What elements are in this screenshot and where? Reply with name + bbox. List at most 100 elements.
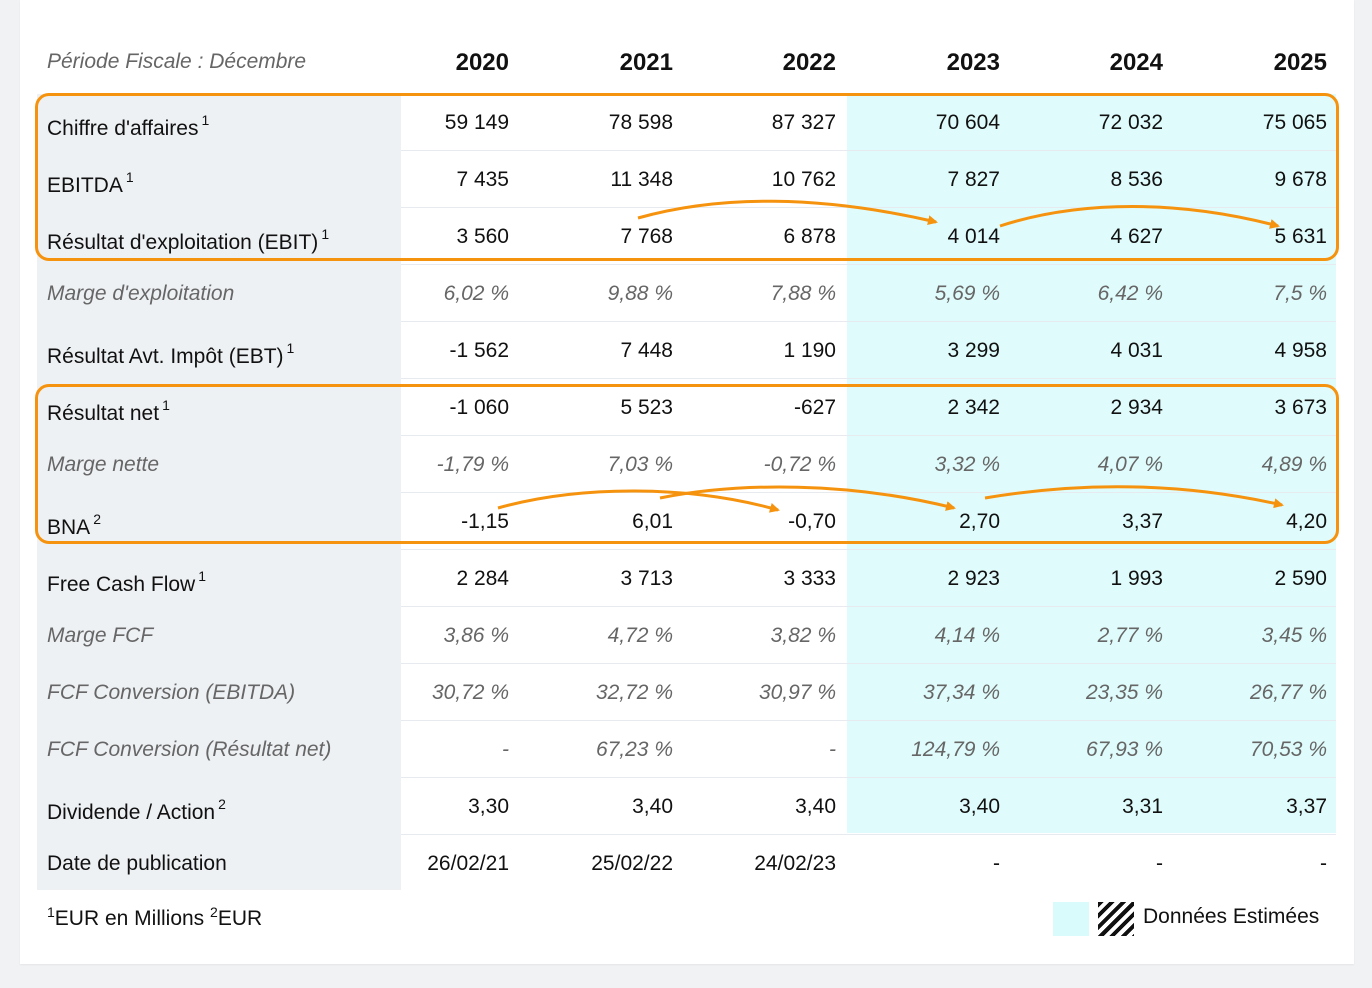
highlight-box-operating (35, 93, 1339, 261)
arrow-bna-2023-2025 (984, 485, 1284, 509)
table-row: Dividende / Action 2 3,30 3,40 3,40 3,40 3,31 3… (37, 778, 1336, 835)
cell-2020: 59 149 (444, 111, 509, 134)
cell-2020: - (502, 738, 509, 761)
cell-2025: 3,37 (1286, 795, 1327, 818)
fiscal-period-label: Période Fiscale : Décembre (47, 50, 307, 73)
arrow-ebit-2023-2025 (999, 205, 1280, 229)
hatch-pattern-icon (1098, 902, 1134, 936)
cell-2020: 30,72 % (431, 681, 509, 704)
cell-2020: 7 435 (456, 168, 509, 191)
cell-2021: 7 448 (620, 339, 673, 362)
row-label: FCF Conversion (EBITDA) (47, 681, 296, 704)
cell-2020: 26/02/21 (427, 852, 509, 875)
row-label: Marge FCF (47, 624, 154, 647)
cell-2024: 6,42 % (1097, 282, 1163, 305)
cell-2022: 30,97 % (758, 681, 836, 704)
cell-2020: 3,86 % (443, 624, 509, 647)
highlight-box-net (35, 384, 1339, 544)
row-label: Marge d'exploitation (47, 282, 235, 305)
table-row: Résultat net 1 -1 060 5 523 -627 2 342 2 934 3 … (37, 379, 1336, 436)
table-row: Date de publication 26/02/21 25/02/22 24/02… (37, 835, 1336, 892)
cell-2025: 75 065 (1262, 111, 1327, 134)
cell-2022: 3,82 % (770, 624, 836, 647)
cell-2024: - (1156, 852, 1163, 875)
cell-2021: 7,03 % (607, 453, 673, 476)
table-row: BNA 2 -1,15 6,01 -0,70 2,70 3,37 4,20 (37, 493, 1336, 550)
cell-2020: 3,30 (468, 795, 509, 818)
arrow-ebit-2021-2023 (637, 199, 938, 226)
cell-2024: 1 993 (1110, 567, 1163, 590)
cell-2022: 24/02/23 (754, 852, 836, 875)
table-row: Free Cash Flow 1 2 284 3 713 3 333 2 923 1 993… (37, 550, 1336, 607)
cell-2024: 72 032 (1098, 111, 1163, 134)
label-column-background (37, 94, 401, 890)
cell-2024: 2,77 % (1097, 624, 1163, 647)
year-header-2020: 2020 (455, 49, 509, 76)
row-label: Dividende / Action 2 (47, 796, 226, 824)
cell-2023: 4,14 % (934, 624, 1000, 647)
cell-2024: 23,35 % (1085, 681, 1163, 704)
cell-2025: 4,89 % (1261, 453, 1327, 476)
cell-2025: 9 678 (1274, 168, 1327, 191)
row-label: FCF Conversion (Résultat net) (47, 738, 332, 761)
cell-2025: 3,45 % (1261, 624, 1327, 647)
cell-2021: 11 348 (610, 168, 673, 191)
cell-2022: 3,40 (795, 795, 836, 818)
cell-2024: 4 627 (1110, 225, 1163, 248)
row-label: Chiffre d'affaires 1 (47, 112, 210, 140)
year-header-2023: 2023 (946, 49, 1000, 76)
cell-2021: 6,01 (632, 510, 673, 533)
cell-2021: 3,40 (632, 795, 673, 818)
cell-2020: -1 562 (449, 339, 509, 362)
cell-2022: 10 762 (771, 168, 836, 191)
cell-2025: 70,53 % (1249, 738, 1327, 761)
cell-2021: 78 598 (608, 111, 673, 134)
row-label: Free Cash Flow 1 (47, 568, 207, 596)
cell-2025: 4,20 (1286, 510, 1327, 533)
arrow-bna-2021-2023 (659, 485, 956, 511)
cell-2021: 67,23 % (595, 738, 673, 761)
cell-2025: 26,77 % (1249, 681, 1327, 704)
row-label: Date de publication (47, 852, 227, 875)
cell-2021: 32,72 % (595, 681, 673, 704)
cell-2025: 7,5 % (1273, 282, 1327, 305)
cell-2023: 2 342 (947, 396, 1000, 419)
year-header-2025: 2025 (1273, 49, 1327, 76)
cell-2023: 3,32 % (934, 453, 1000, 476)
cell-2025: 4 958 (1274, 339, 1327, 362)
cell-2023: 2 923 (947, 567, 1000, 590)
cell-2024: 4 031 (1110, 339, 1163, 362)
estimated-swatch (1053, 902, 1089, 936)
cell-2025: - (1320, 852, 1327, 875)
cell-2022: - (829, 738, 836, 761)
cell-2024: 8 536 (1110, 168, 1163, 191)
cell-2023: 37,34 % (922, 681, 1000, 704)
table-row: Marge d'exploitation 6,02 % 9,88 % 7,88 % 5,… (37, 265, 1336, 322)
cell-2022: -0,72 % (763, 453, 836, 476)
row-label: BNA 2 (47, 511, 101, 539)
table-row: FCF Conversion (EBITDA) 30,72 % 32,72 % 30,… (37, 664, 1336, 721)
cell-2021: 3 713 (620, 567, 673, 590)
row-label: Marge nette (47, 453, 160, 476)
cell-2020: -1 060 (449, 396, 509, 419)
cell-2023: 3 299 (947, 339, 1000, 362)
cell-2024: 2 934 (1110, 396, 1163, 419)
cell-2025: 5 631 (1274, 225, 1327, 248)
legend-estimated-label: Données Estimées (1143, 905, 1320, 928)
row-label: EBITDA 1 (47, 169, 134, 197)
table-row: Résultat d'exploitation (EBIT) 1 3 560 7 76… (37, 208, 1336, 265)
cell-2020: -1,15 (461, 510, 509, 533)
cell-2023: 3,40 (959, 795, 1000, 818)
cell-2023: 7 827 (947, 168, 1000, 191)
cell-2025: 2 590 (1274, 567, 1327, 590)
cell-2021: 4,72 % (607, 624, 673, 647)
cell-2022: -627 (793, 396, 836, 419)
year-header-2024: 2024 (1109, 49, 1163, 76)
cell-2023: 70 604 (935, 111, 1000, 134)
cell-2024: 3,37 (1122, 510, 1163, 533)
cell-2023: 5,69 % (934, 282, 1000, 305)
table-row: FCF Conversion (Résultat net) - 67,23 % - 12… (37, 721, 1336, 778)
cell-2022: 3 333 (783, 567, 836, 590)
cell-2021: 9,88 % (607, 282, 673, 305)
